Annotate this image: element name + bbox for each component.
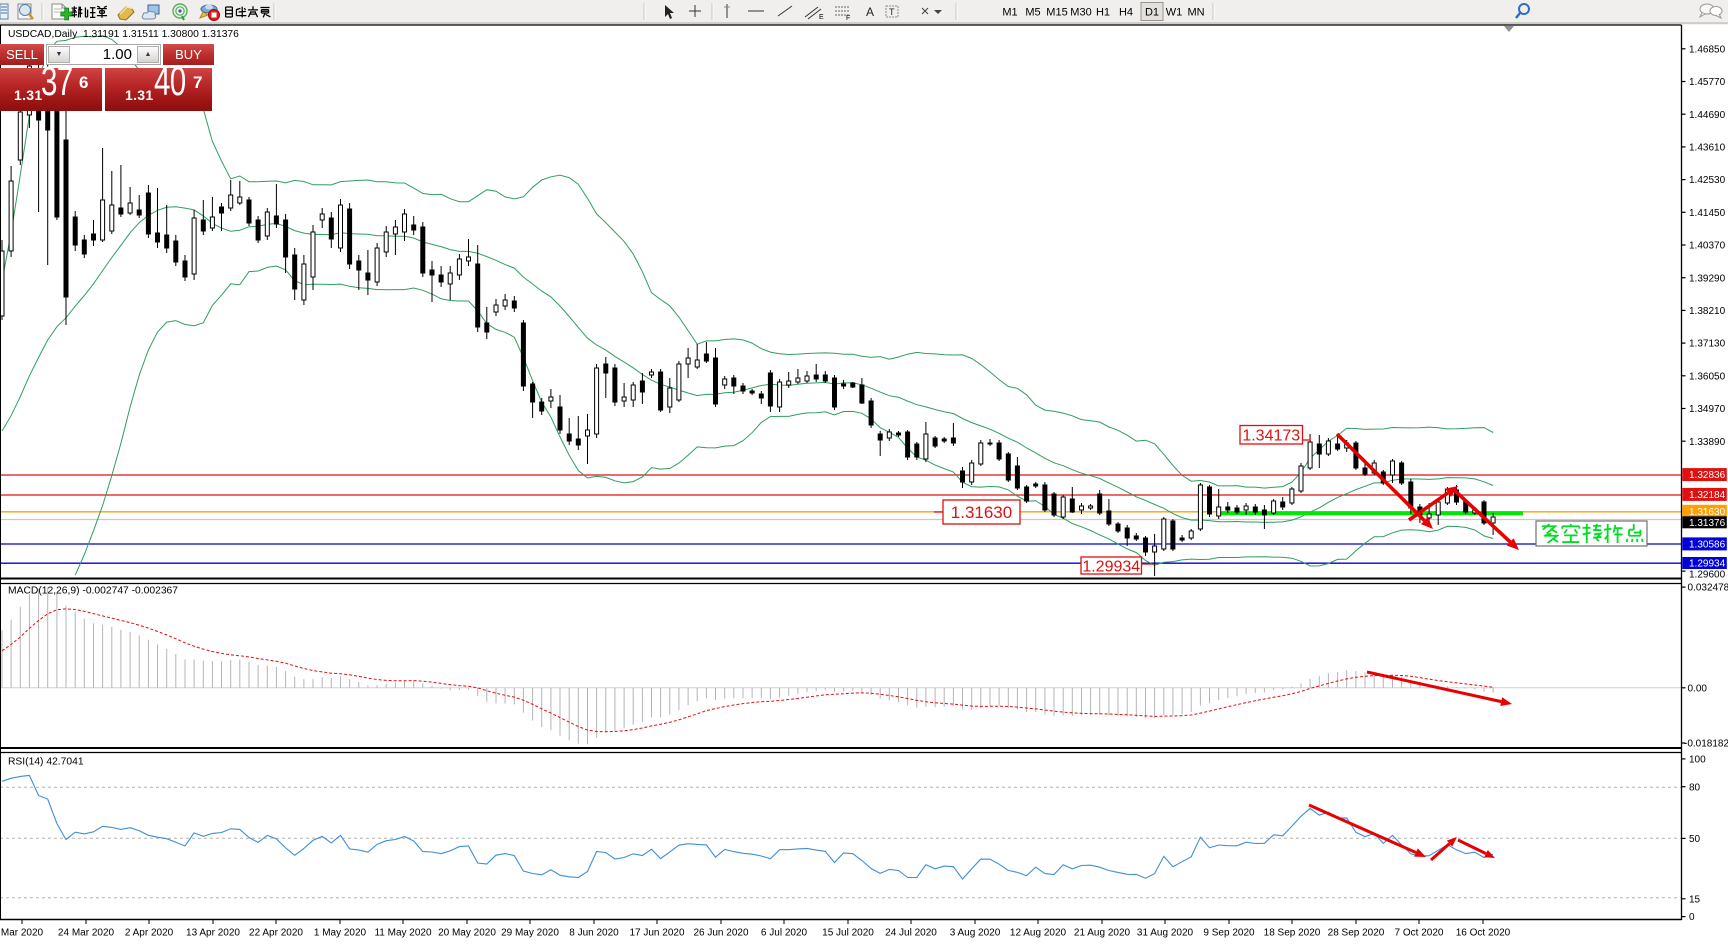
svg-text:1.32836: 1.32836 (1689, 470, 1726, 481)
svg-text:15: 15 (1689, 894, 1701, 905)
svg-text:1.42530: 1.42530 (1689, 175, 1726, 186)
svg-text:1.32184: 1.32184 (1689, 490, 1726, 501)
svg-text:28 Sep 2020: 28 Sep 2020 (1328, 928, 1385, 939)
svg-text:-0.018182: -0.018182 (1684, 739, 1728, 750)
svg-text:Mar 2020: Mar 2020 (1, 928, 44, 939)
svg-text:13 Apr 2020: 13 Apr 2020 (186, 928, 240, 939)
svg-text:T: T (889, 7, 895, 17)
svg-text:1.31630: 1.31630 (1689, 507, 1726, 518)
svg-text:2 Apr 2020: 2 Apr 2020 (125, 928, 174, 939)
svg-text:USDCAD,Daily 1.31191 1.31511: USDCAD,Daily 1.31191 1.31511 1.30800 1.3… (8, 29, 239, 40)
svg-text:RSI(14) 42.7041: RSI(14) 42.7041 (8, 757, 84, 768)
svg-text:80: 80 (1689, 782, 1701, 793)
svg-text:A: A (866, 5, 874, 19)
svg-text:12 Aug 2020: 12 Aug 2020 (1010, 928, 1067, 939)
svg-text:1.33890: 1.33890 (1689, 437, 1726, 448)
svg-text:15 Jul 2020: 15 Jul 2020 (822, 928, 874, 939)
svg-text:1.39290: 1.39290 (1689, 273, 1726, 284)
svg-text:6 Jul 2020: 6 Jul 2020 (761, 928, 808, 939)
svg-text:MACD(12,26,9) -0.002747 -0.002: MACD(12,26,9) -0.002747 -0.002367 (8, 586, 178, 597)
svg-text:26 Jun 2020: 26 Jun 2020 (693, 928, 748, 939)
svg-text:E: E (819, 14, 824, 21)
svg-text:M30: M30 (1070, 7, 1091, 19)
svg-text:0: 0 (1689, 912, 1695, 923)
svg-text:21 Aug 2020: 21 Aug 2020 (1074, 928, 1131, 939)
svg-text:MN: MN (1187, 7, 1204, 19)
svg-text:1.34173: 1.34173 (1242, 428, 1300, 445)
svg-text:M15: M15 (1046, 7, 1067, 19)
svg-text:H1: H1 (1096, 7, 1110, 19)
svg-text:1.37130: 1.37130 (1689, 339, 1726, 350)
svg-text:W1: W1 (1166, 7, 1183, 19)
svg-text:1 May 2020: 1 May 2020 (314, 928, 367, 939)
svg-text:16 Oct 2020: 16 Oct 2020 (1456, 928, 1511, 939)
svg-text:M1: M1 (1002, 7, 1017, 19)
svg-text:29 May 2020: 29 May 2020 (501, 928, 559, 939)
svg-text:1.40370: 1.40370 (1689, 241, 1726, 252)
svg-text:1.31630: 1.31630 (951, 503, 1012, 522)
svg-text:1.29934: 1.29934 (1082, 558, 1140, 575)
svg-text:1.30586: 1.30586 (1689, 540, 1726, 551)
svg-text:7 Oct 2020: 7 Oct 2020 (1395, 928, 1444, 939)
svg-text:M5: M5 (1025, 7, 1040, 19)
svg-text:50: 50 (1689, 834, 1701, 845)
svg-text:1.31376: 1.31376 (1689, 518, 1726, 529)
svg-text:1.38210: 1.38210 (1689, 306, 1726, 317)
svg-text:11 May 2020: 11 May 2020 (374, 928, 432, 939)
svg-text:22 Apr 2020: 22 Apr 2020 (249, 928, 303, 939)
svg-text:1.44690: 1.44690 (1689, 110, 1726, 121)
svg-text:1.29934: 1.29934 (1689, 559, 1726, 570)
svg-text:1.41450: 1.41450 (1689, 208, 1726, 219)
svg-text:24 Mar 2020: 24 Mar 2020 (58, 928, 115, 939)
svg-text:17 Jun 2020: 17 Jun 2020 (629, 928, 684, 939)
svg-text:24 Jul 2020: 24 Jul 2020 (885, 928, 937, 939)
svg-text:3 Aug 2020: 3 Aug 2020 (950, 928, 1001, 939)
svg-text:1.36050: 1.36050 (1689, 371, 1726, 382)
svg-text:9 Sep 2020: 9 Sep 2020 (1203, 928, 1255, 939)
svg-text:F: F (846, 15, 850, 22)
svg-text:0.032478: 0.032478 (1688, 583, 1728, 594)
svg-text:1.34970: 1.34970 (1689, 404, 1726, 415)
svg-text:8 Jun 2020: 8 Jun 2020 (569, 928, 619, 939)
svg-text:1.45770: 1.45770 (1689, 77, 1726, 88)
svg-text:20 May 2020: 20 May 2020 (438, 928, 496, 939)
svg-text:H4: H4 (1119, 7, 1133, 19)
svg-text:31 Aug 2020: 31 Aug 2020 (1137, 928, 1194, 939)
svg-text:100: 100 (1689, 755, 1706, 766)
svg-text:0.00: 0.00 (1688, 683, 1708, 694)
svg-text:1.46850: 1.46850 (1689, 44, 1726, 55)
svg-text:1.43610: 1.43610 (1689, 143, 1726, 154)
svg-text:D1: D1 (1145, 7, 1159, 19)
svg-text:1.29600: 1.29600 (1689, 569, 1726, 580)
svg-text:18 Sep 2020: 18 Sep 2020 (1264, 928, 1321, 939)
